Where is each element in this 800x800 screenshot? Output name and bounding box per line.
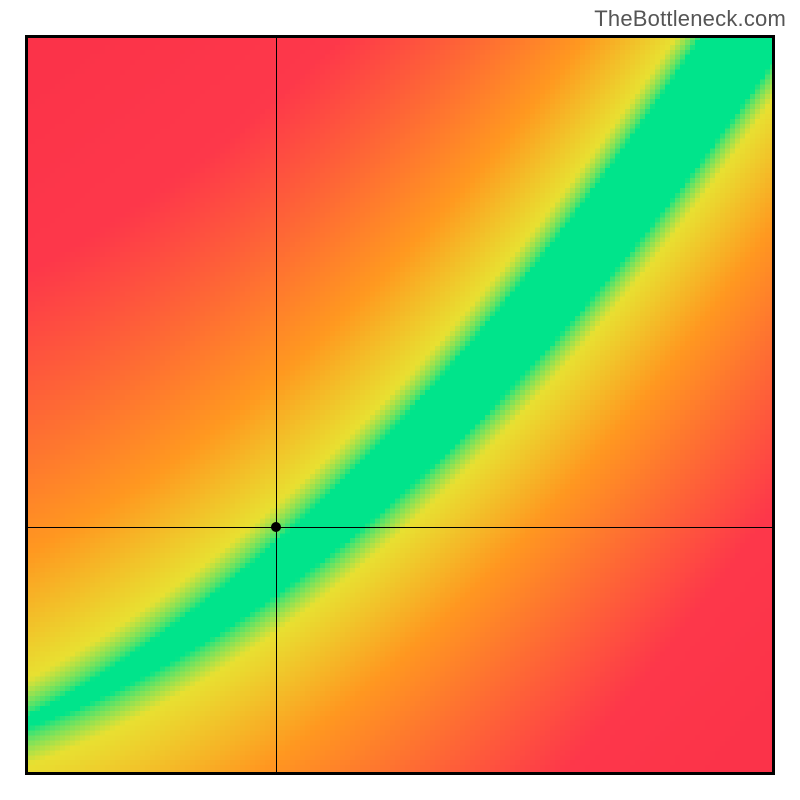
bottleneck-heatmap [25, 35, 775, 775]
watermark-text: TheBottleneck.com [594, 6, 786, 32]
crosshair-vertical [276, 35, 277, 775]
crosshair-horizontal [25, 527, 775, 528]
chart-container: TheBottleneck.com [0, 0, 800, 800]
